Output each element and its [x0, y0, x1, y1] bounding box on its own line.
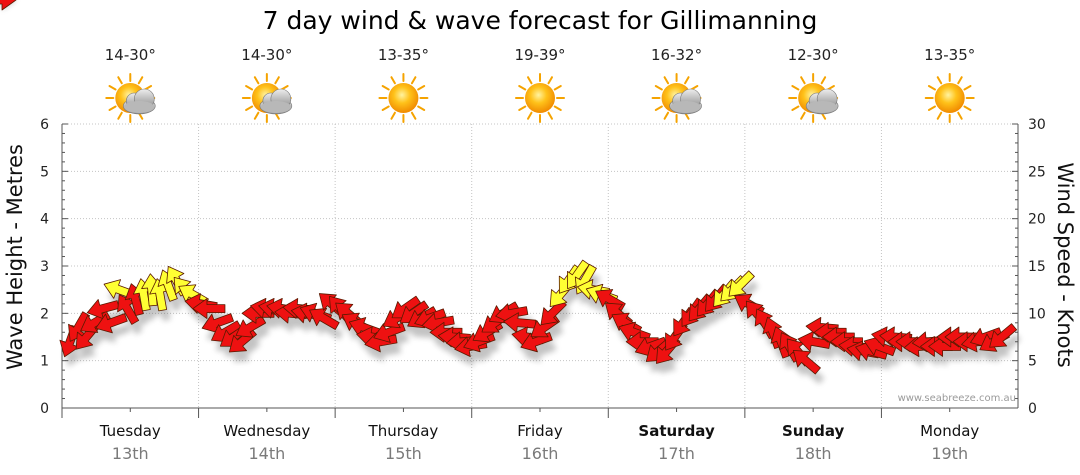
credit-text: www.seabreeze.com.au — [898, 393, 1016, 404]
day-name-label: Tuesday — [99, 422, 161, 440]
right-axis-ticks: 0 5 10 15 20 25 30 — [1028, 117, 1046, 417]
wind-arrow — [192, 298, 226, 320]
right-tick-label: 0 — [1028, 401, 1037, 417]
right-tick-label: 20 — [1028, 212, 1046, 228]
wind-arrow — [792, 349, 821, 375]
left-tick-label: 4 — [40, 212, 49, 228]
wind-arrow — [348, 317, 382, 338]
left-axis-ticks: 0 1 2 3 4 5 6 — [40, 117, 49, 417]
day-date-label: 18th — [795, 444, 832, 463]
right-axis-label: Wind Speed - Knots — [1053, 162, 1077, 367]
wind-arrow — [86, 299, 120, 320]
wind-arrow — [309, 308, 340, 330]
day-name-label: Monday — [920, 422, 979, 440]
sun-cloud-icon — [105, 73, 156, 123]
chart-title: 7 day wind & wave forecast for Gillimann… — [263, 6, 818, 35]
arrow-shadow — [993, 333, 1021, 358]
left-tick-label: 6 — [40, 117, 49, 133]
wind-arrow — [364, 331, 398, 353]
left-tick-label: 3 — [40, 259, 49, 275]
temperature-label: 14-30° — [241, 46, 292, 64]
right-tick-label: 25 — [1028, 164, 1046, 180]
wind-arrow — [95, 313, 128, 334]
temperature-label: 13-35° — [924, 46, 975, 64]
temperature-label: 19-39° — [514, 46, 565, 64]
arrow-shadow — [313, 318, 344, 340]
weather-row: 14-30° 14-30° 13-35° 19-39° 16-32° 12-30° 13-3… — [105, 46, 975, 123]
temperature-label: 16-32° — [651, 46, 702, 64]
day-date-label: 19th — [931, 444, 968, 463]
day-date-label: 13th — [112, 444, 149, 463]
day-date-label: 16th — [522, 444, 559, 463]
right-tick-label: 15 — [1028, 259, 1046, 275]
day-name-label: Friday — [517, 422, 563, 440]
right-tick-label: 5 — [1028, 354, 1037, 370]
wind-arrow — [503, 312, 537, 333]
sun-cloud-icon — [651, 73, 702, 123]
day-name-label: Sunday — [782, 422, 845, 440]
wind-arrow — [989, 323, 1018, 348]
left-axis-label: Wave Height - Metres — [3, 144, 27, 370]
right-tick-label: 10 — [1028, 306, 1046, 322]
sun-icon — [515, 73, 565, 123]
sun-icon — [924, 73, 975, 123]
day-date-label: 14th — [248, 444, 285, 463]
left-tick-label: 2 — [40, 306, 49, 322]
temperature-label: 13-35° — [378, 46, 429, 64]
temperature-label: 14-30° — [105, 46, 156, 64]
right-tick-label: 30 — [1028, 117, 1046, 133]
sun-icon — [378, 73, 429, 123]
left-tick-label: 5 — [40, 164, 49, 180]
arrow-shadow — [797, 360, 825, 385]
temperature-label: 12-30° — [788, 46, 839, 64]
wind-arrows — [0, 0, 1018, 375]
left-tick-label: 0 — [40, 401, 49, 417]
wind-arrow — [618, 321, 651, 342]
sun-cloud-icon — [241, 73, 293, 123]
wind-arrow — [0, 0, 17, 11]
day-name-label: Saturday — [638, 422, 715, 440]
day-name-label: Thursday — [368, 422, 439, 440]
left-tick-label: 1 — [40, 354, 49, 370]
wind-arrow — [728, 270, 755, 297]
wind-arrow — [520, 332, 553, 353]
sun-cloud-icon — [788, 73, 839, 123]
day-name-label: Wednesday — [223, 422, 310, 440]
day-date-label: 15th — [385, 444, 422, 463]
x-axis: Tuesday 13th Wednesday 14th Thursday 15th Frid… — [61, 408, 979, 463]
day-date-label: 17th — [658, 444, 695, 463]
wind-arrow — [373, 322, 406, 343]
